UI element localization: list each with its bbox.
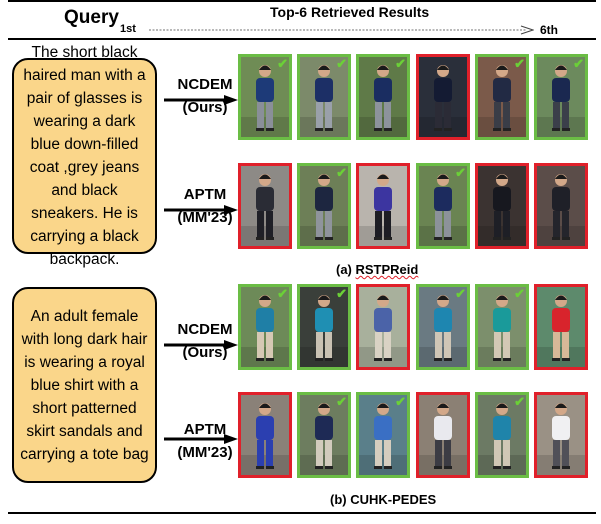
result-thumbnail — [356, 163, 410, 249]
caption-dataset-name: RSTPReid — [355, 262, 419, 277]
result-thumbnail: ✔ — [475, 392, 529, 478]
person-image — [300, 395, 348, 475]
method-label: APTM (MM'23) — [170, 418, 240, 464]
checkmark-icon: ✔ — [455, 165, 466, 180]
bottom-rule — [8, 512, 596, 514]
result-thumbnail: ✔ — [416, 163, 470, 249]
result-thumbnail: ✔ — [356, 54, 410, 140]
caption-prefix: (a) — [336, 262, 356, 277]
checkmark-icon: ✔ — [573, 56, 584, 71]
person-image — [537, 166, 585, 246]
method-tag: (Ours) — [182, 99, 228, 116]
rank-arrow-icon — [149, 25, 534, 35]
last-rank-label: 6th — [540, 23, 558, 37]
caption-dataset-name: CUHK-PEDES — [350, 492, 437, 507]
checkmark-icon: ✔ — [336, 286, 347, 301]
person-image — [359, 395, 407, 475]
caption-prefix: (b) — [330, 492, 351, 507]
result-thumbnail — [356, 284, 410, 370]
method-label: APTM (MM'23) — [170, 183, 240, 229]
checkmark-icon: ✔ — [514, 286, 525, 301]
person-image — [359, 57, 407, 137]
query-header: Query — [64, 7, 119, 28]
checkmark-icon: ✔ — [336, 56, 347, 71]
person-image — [478, 395, 526, 475]
method-tag: (MM'23) — [177, 444, 233, 461]
first-rank-label: 1st — [120, 23, 136, 35]
person-image — [241, 287, 289, 367]
person-image — [241, 166, 289, 246]
row-arrow-icon — [164, 95, 238, 105]
checkmark-icon: ✔ — [336, 394, 347, 409]
result-thumbnail: ✔ — [297, 392, 351, 478]
person-image — [478, 287, 526, 367]
result-thumbnail: ✔ — [297, 284, 351, 370]
row-arrow-icon — [164, 205, 238, 215]
person-image — [419, 287, 467, 367]
result-thumbnail — [534, 284, 588, 370]
person-image — [300, 166, 348, 246]
checkmark-icon: ✔ — [336, 165, 347, 180]
person-image — [359, 166, 407, 246]
person-image — [300, 57, 348, 137]
person-image — [241, 57, 289, 137]
result-thumbnail — [534, 163, 588, 249]
result-thumbnail — [416, 54, 470, 140]
result-thumbnail: ✔ — [297, 163, 351, 249]
method-name: APTM — [183, 421, 227, 438]
checkmark-icon: ✔ — [277, 286, 288, 301]
checkmark-icon: ✔ — [455, 286, 466, 301]
result-thumbnail: ✔ — [238, 54, 292, 140]
result-thumbnail — [534, 392, 588, 478]
person-image — [359, 287, 407, 367]
row-arrow-icon — [164, 340, 238, 350]
person-image — [537, 57, 585, 137]
row-arrow-icon — [164, 434, 238, 444]
person-image — [419, 395, 467, 475]
result-thumbnail: ✔ — [475, 284, 529, 370]
result-thumbnail — [475, 163, 529, 249]
checkmark-icon: ✔ — [514, 394, 525, 409]
results-header: Top-6 Retrieved Results — [270, 4, 430, 20]
panel-caption: (b) CUHK-PEDES — [330, 492, 436, 507]
method-name: APTM — [183, 186, 227, 203]
person-image — [241, 395, 289, 475]
result-thumbnail: ✔ — [356, 392, 410, 478]
result-thumbnail: ✔ — [238, 284, 292, 370]
method-name: NCDEM — [177, 76, 233, 93]
result-thumbnail — [238, 392, 292, 478]
panel-caption: (a) RSTPReid — [336, 262, 418, 277]
result-thumbnail — [238, 163, 292, 249]
person-image — [300, 287, 348, 367]
result-thumbnail: ✔ — [534, 54, 588, 140]
result-thumbnail: ✔ — [416, 284, 470, 370]
result-thumbnail — [416, 392, 470, 478]
checkmark-icon: ✔ — [514, 56, 525, 71]
person-image — [419, 166, 467, 246]
person-image — [478, 166, 526, 246]
method-tag: (Ours) — [182, 344, 228, 361]
person-image — [537, 395, 585, 475]
result-thumbnail: ✔ — [297, 54, 351, 140]
person-image — [478, 57, 526, 137]
checkmark-icon: ✔ — [395, 56, 406, 71]
header-rule — [8, 38, 596, 40]
person-image — [419, 57, 467, 137]
method-tag: (MM'23) — [177, 209, 233, 226]
top-rule — [8, 0, 596, 2]
query-text-box: An adult female with long dark hair is w… — [12, 287, 157, 483]
checkmark-icon: ✔ — [277, 56, 288, 71]
method-label: NCDEM (Ours) — [170, 73, 240, 119]
query-text-box: The short black haired man with a pair o… — [12, 44, 157, 268]
result-thumbnail: ✔ — [475, 54, 529, 140]
method-name: NCDEM — [177, 321, 233, 338]
method-label: NCDEM (Ours) — [170, 318, 240, 364]
checkmark-icon: ✔ — [395, 394, 406, 409]
person-image — [537, 287, 585, 367]
